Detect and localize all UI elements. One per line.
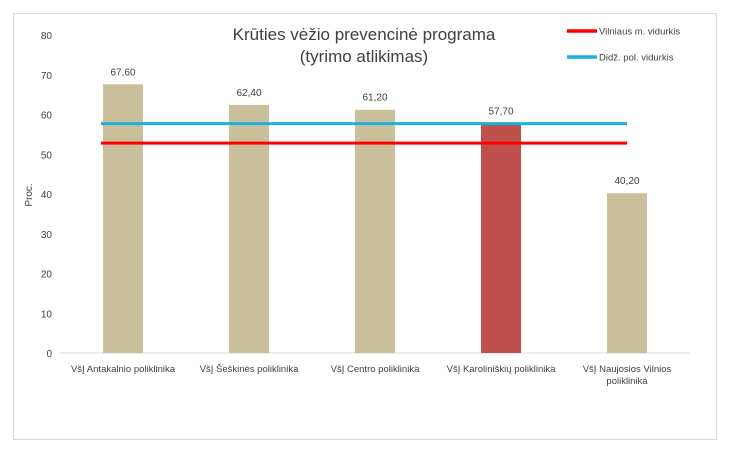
y-tick-label: 80 [41, 31, 53, 42]
category-label: VšĮ Šeškinės poliklinika [200, 364, 299, 375]
bar [355, 109, 395, 353]
y-tick-label: 10 [41, 309, 53, 320]
y-tick-label: 0 [46, 349, 52, 360]
reference-lines [101, 122, 627, 145]
chart-title-line-1: Krūties vėžio prevencinė programa [233, 25, 496, 44]
bar [229, 104, 269, 354]
y-tick-label: 50 [41, 150, 53, 161]
bars [103, 84, 647, 354]
data-label: 40,20 [614, 176, 639, 187]
category-label: VšĮ Centro poliklinika [331, 364, 420, 375]
category-label: poliklinika [606, 376, 648, 387]
legend: Vilniaus m. vidurkis Didž. pol. vidurkis [567, 27, 680, 64]
y-tick-label: 60 [41, 111, 53, 122]
data-label: 67,60 [110, 67, 135, 78]
y-tick-label: 40 [41, 190, 53, 201]
y-tick-label: 20 [41, 270, 53, 281]
chart-title: Krūties vėžio prevencinė programa (tyrim… [233, 25, 496, 66]
y-tick-label: 30 [41, 230, 53, 241]
y-tick-label: 70 [41, 71, 53, 82]
legend-label: Vilniaus m. vidurkis [599, 27, 680, 38]
chart-title-line-2: (tyrimo atlikimas) [300, 47, 428, 66]
data-label: 61,20 [362, 93, 387, 104]
data-labels: 67,60 62,40 61,20 57,70 40,20 [110, 67, 639, 187]
category-label: VšĮ Naujosios Vilnios [583, 364, 672, 375]
category-labels: VšĮ Antakalnio poliklinika VšĮ Šeškinės p… [71, 364, 672, 387]
y-axis-ticks: 0 10 20 30 40 50 60 70 80 [41, 31, 53, 360]
data-label: 62,40 [236, 88, 261, 99]
legend-item: Vilniaus m. vidurkis [567, 27, 680, 38]
bar [103, 84, 143, 353]
data-label: 57,70 [488, 107, 513, 118]
category-label: VšĮ Antakalnio poliklinika [71, 364, 176, 375]
bar [607, 193, 647, 353]
y-axis-label: Proc. [24, 183, 35, 206]
category-label: VšĮ Karoliniškių poliklinika [447, 364, 556, 375]
legend-label: Didž. pol. vidurkis [599, 53, 674, 64]
legend-item: Didž. pol. vidurkis [567, 53, 674, 64]
bar [481, 123, 521, 353]
